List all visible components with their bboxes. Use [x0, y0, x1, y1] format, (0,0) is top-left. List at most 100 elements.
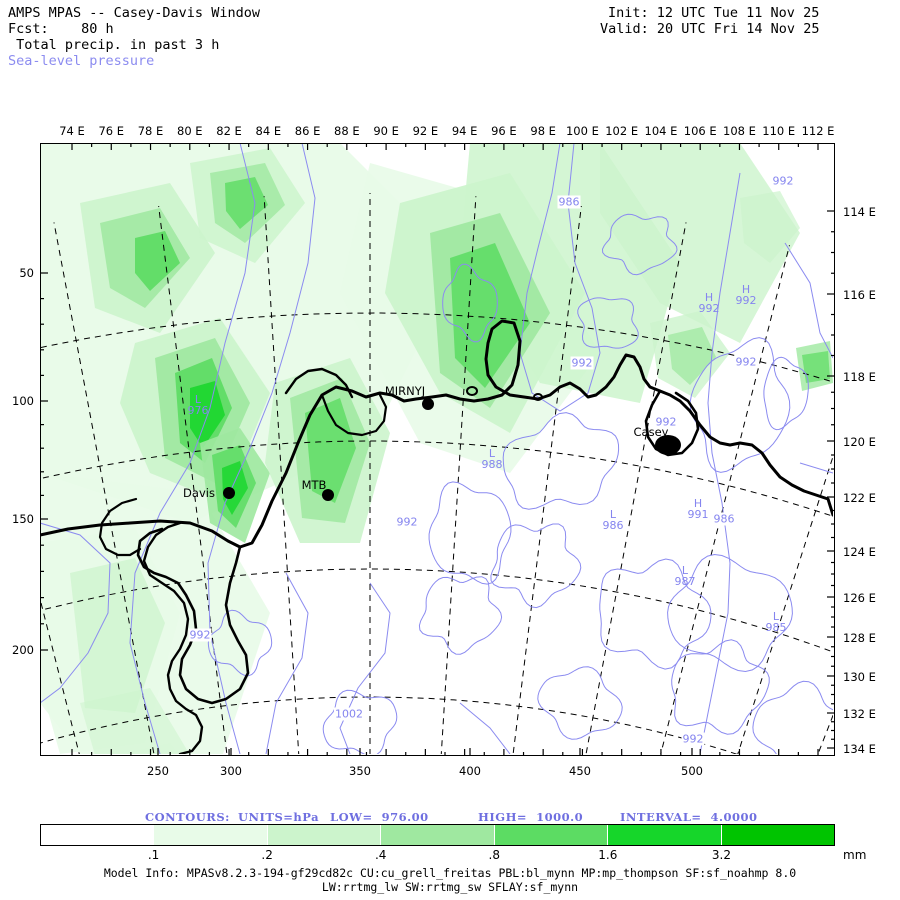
- field-label-precip: Total precip. in past 3 h: [8, 37, 220, 53]
- valid-time: Valid: 20 UTC Fri 14 Nov 25: [600, 21, 820, 37]
- top-axis-label: 88 E: [334, 124, 360, 138]
- station-marker-mirnyj: [422, 398, 434, 410]
- map-canvas: [41, 144, 833, 754]
- right-axis-label: 114 E: [843, 205, 876, 219]
- bottom-axis-label: 400: [459, 764, 481, 778]
- model-info-line1: Model Info: MPASv8.2.3-194-gf29cd82c CU:…: [103, 866, 797, 880]
- top-axis-label: 96 E: [491, 124, 517, 138]
- model-info-line2: LW:rrtmg_lw SW:rrtmg_sw SFLAY:sf_mynn: [321, 880, 579, 894]
- right-axis-label: 134 E: [843, 742, 876, 756]
- pressure-center-l: L 985: [765, 610, 787, 634]
- right-axis-label: 132 E: [843, 707, 876, 721]
- colorbar-tick: .1: [147, 848, 160, 862]
- contour-label: 992: [681, 732, 705, 746]
- pressure-center-h: H 992: [735, 283, 757, 307]
- right-axis-label: 126 E: [843, 591, 876, 605]
- contour-label: 992: [570, 356, 594, 370]
- colorbar-tick: .2: [261, 848, 273, 862]
- station-label-casey: Casey: [633, 425, 669, 439]
- colorbar-segment: [494, 825, 609, 845]
- coastline: [41, 319, 833, 754]
- colorbar-segment: [608, 825, 722, 845]
- colorbar-tick: .4: [374, 848, 387, 862]
- contour-info-high: HIGH= 1000.0: [478, 810, 584, 824]
- map-plot-area[interactable]: L 976 H 992 H 992 L 988 L 986 H 991 L 987 L 985 992 986 99…: [40, 143, 835, 756]
- top-axis-label: 112 E: [801, 124, 835, 138]
- right-axis-label: 128 E: [843, 631, 876, 645]
- bottom-axis-label: 250: [147, 764, 169, 778]
- colorbar-segment: [721, 825, 834, 845]
- top-axis-label: 80 E: [177, 124, 203, 138]
- contour-label: 986: [557, 195, 581, 209]
- contour-info-contours: CONTOURS:: [145, 810, 230, 824]
- bottom-axis-label: 350: [349, 764, 371, 778]
- top-axis-label: 74 E: [59, 124, 85, 138]
- colorbar-units-label: mm: [843, 848, 867, 862]
- contour-label: 992: [654, 415, 678, 429]
- init-time: Init: 12 UTC Tue 11 Nov 25: [608, 5, 820, 21]
- contour-label: 992: [771, 174, 795, 188]
- left-axis-label: 50: [19, 266, 34, 280]
- colorbar-segment: [381, 825, 495, 845]
- top-axis-label: 94 E: [451, 124, 478, 138]
- contour-label: 992: [188, 628, 212, 642]
- pressure-center-l: L 987: [674, 564, 696, 588]
- contour-info-units: UNITS=hPa: [238, 810, 320, 824]
- colorbar-segment: [154, 825, 268, 845]
- pressure-center-h: H 991: [687, 497, 709, 521]
- left-axis-label: 150: [12, 512, 34, 526]
- graticule-grid: [41, 193, 833, 754]
- field-label-slp: Sea-level pressure: [8, 53, 155, 69]
- top-axis-label: 86 E: [294, 124, 321, 138]
- colorbar-tick: 3.2: [711, 848, 731, 862]
- station-label-mtb: MTB: [301, 478, 327, 492]
- contour-label: 986: [712, 512, 736, 526]
- station-marker-mtb: [322, 489, 334, 501]
- pressure-center-l: L 976: [187, 393, 209, 417]
- contour-info-low: LOW= 976.00: [330, 810, 429, 824]
- station-marker-davis: [223, 487, 235, 499]
- right-axis-label: 122 E: [843, 491, 876, 505]
- precip-colorbar[interactable]: [40, 824, 835, 846]
- bottom-axis-label: 500: [681, 764, 703, 778]
- forecast-hour: Fcst: 80 h: [8, 21, 114, 37]
- top-axis-label: 100 E: [565, 124, 599, 138]
- colorbar-tick: .8: [488, 848, 501, 862]
- colorbar-segment: [267, 825, 382, 845]
- station-label-mirnyj: MIRNYJ: [384, 384, 426, 398]
- contour-label: 992: [734, 355, 758, 369]
- pressure-center-l: L 986: [602, 508, 624, 532]
- sea-level-pressure-contours: [41, 144, 833, 754]
- top-axis-label: 108 E: [723, 124, 756, 138]
- bottom-axis-label: 300: [220, 764, 242, 778]
- station-marker-casey: [662, 439, 676, 453]
- contour-info-interval: INTERVAL= 4.0000: [620, 810, 758, 824]
- map-annotations: L 976 H 992 H 992 L 988 L 986 H 991 L 987 L 985 992 986 99…: [41, 144, 834, 755]
- bottom-axis-label: 450: [569, 764, 591, 778]
- top-axis-label: 84 E: [255, 124, 282, 138]
- top-axis-label: 90 E: [373, 124, 399, 138]
- page-title: AMPS MPAS -- Casey-Davis Window: [8, 5, 260, 21]
- left-axis-label: 100: [12, 394, 34, 408]
- right-axis-label: 118 E: [843, 370, 876, 384]
- top-axis-label: 104 E: [644, 124, 678, 138]
- right-axis-label: 130 E: [843, 670, 876, 684]
- right-axis-label: 124 E: [843, 545, 876, 559]
- colorbar-tick: 1.6: [598, 848, 618, 862]
- left-axis-label: 200: [12, 643, 34, 657]
- top-axis-label: 110 E: [762, 124, 796, 138]
- top-axis-label: 102 E: [605, 124, 639, 138]
- top-axis-label: 76 E: [98, 124, 125, 138]
- right-axis-label: 116 E: [843, 288, 876, 302]
- top-axis-label: 106 E: [683, 124, 717, 138]
- pressure-center-l: L 988: [481, 447, 503, 471]
- top-axis-label: 82 E: [216, 124, 242, 138]
- right-axis-label: 120 E: [843, 435, 876, 449]
- colorbar-segment: [41, 825, 155, 845]
- top-axis-label: 92 E: [412, 124, 439, 138]
- top-axis-label: 78 E: [137, 124, 164, 138]
- top-axis-label: 98 E: [530, 124, 556, 138]
- station-label-davis: Davis: [183, 486, 215, 500]
- pressure-center-h: H 992: [698, 291, 720, 315]
- contour-label: 992: [395, 515, 419, 529]
